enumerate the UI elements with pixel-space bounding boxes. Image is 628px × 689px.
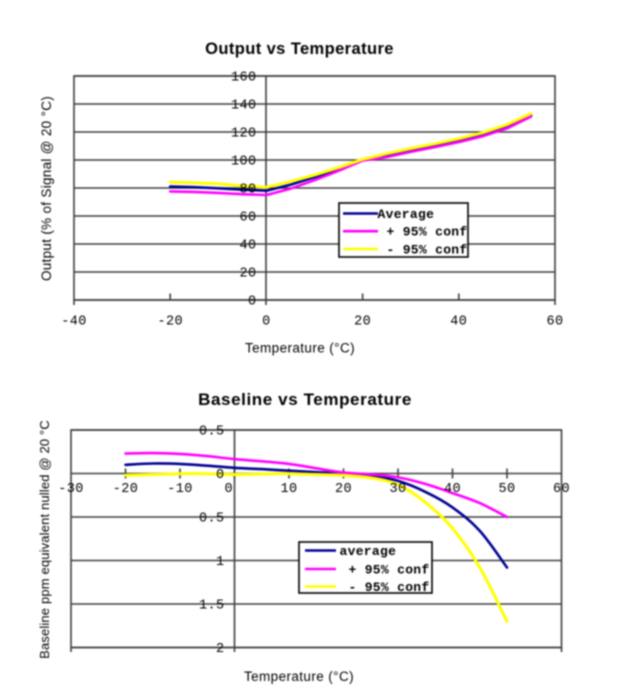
svg-text:0.5: 0.5 bbox=[199, 425, 225, 440]
svg-text:30: 30 bbox=[389, 482, 406, 497]
svg-text:-20: -20 bbox=[113, 482, 139, 497]
svg-text:- 95% conf: - 95% conf bbox=[349, 580, 430, 595]
svg-text:-30: -30 bbox=[58, 482, 84, 497]
svg-text:Output vs Temperature: Output vs Temperature bbox=[205, 40, 394, 58]
svg-text:120: 120 bbox=[231, 127, 257, 142]
svg-text:40: 40 bbox=[239, 239, 256, 254]
svg-text:20: 20 bbox=[239, 267, 256, 282]
svg-text:140: 140 bbox=[231, 99, 257, 114]
svg-text:60: 60 bbox=[553, 482, 570, 497]
svg-text:- 95% conf: - 95% conf bbox=[387, 243, 468, 258]
svg-text:Output (% of Signal @ 20 °C): Output (% of Signal @ 20 °C) bbox=[39, 96, 54, 281]
svg-text:50: 50 bbox=[498, 482, 515, 497]
svg-text:0.5: 0.5 bbox=[199, 512, 225, 527]
svg-text:20: 20 bbox=[354, 315, 371, 330]
svg-text:10: 10 bbox=[280, 482, 297, 497]
svg-text:Temperature (°C): Temperature (°C) bbox=[245, 341, 355, 356]
svg-text:40: 40 bbox=[444, 482, 461, 497]
svg-text:40: 40 bbox=[450, 315, 467, 330]
svg-text:average: average bbox=[340, 544, 397, 559]
svg-text:-40: -40 bbox=[61, 315, 87, 330]
svg-text:Temperature (°C): Temperature (°C) bbox=[244, 669, 354, 684]
svg-text:Baseline vs Temperature: Baseline vs Temperature bbox=[198, 390, 412, 409]
svg-text:1.5: 1.5 bbox=[199, 599, 225, 614]
svg-text:-10: -10 bbox=[167, 482, 193, 497]
svg-text:+ 95% conf: + 95% conf bbox=[387, 225, 468, 240]
svg-text:0: 0 bbox=[224, 482, 233, 497]
svg-text:0: 0 bbox=[216, 468, 225, 483]
svg-text:1: 1 bbox=[216, 555, 225, 570]
svg-text:Average: Average bbox=[378, 207, 435, 222]
svg-text:Baseline ppm equivalent nulled: Baseline ppm equivalent nulled @ 20 °C bbox=[37, 420, 52, 659]
svg-text:80: 80 bbox=[239, 183, 256, 198]
svg-text:160: 160 bbox=[231, 71, 257, 86]
svg-text:0: 0 bbox=[248, 295, 257, 310]
svg-text:+ 95% conf: + 95% conf bbox=[349, 563, 430, 578]
svg-text:2: 2 bbox=[216, 642, 225, 657]
svg-text:20: 20 bbox=[335, 482, 352, 497]
svg-text:0: 0 bbox=[262, 315, 271, 330]
svg-text:60: 60 bbox=[546, 315, 563, 330]
svg-text:60: 60 bbox=[239, 211, 256, 226]
svg-text:100: 100 bbox=[231, 155, 257, 170]
svg-text:-20: -20 bbox=[157, 315, 183, 330]
